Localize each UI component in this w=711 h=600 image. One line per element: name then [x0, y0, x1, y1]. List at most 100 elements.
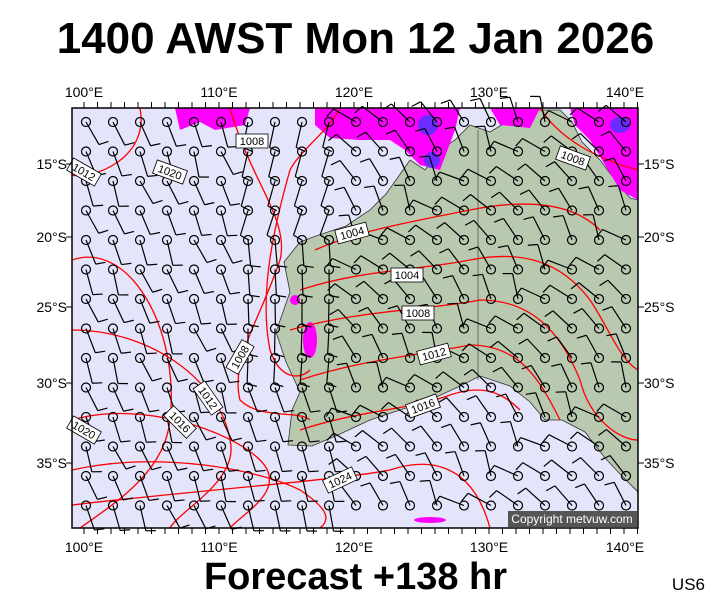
wind-barb	[134, 264, 163, 293]
wind-barb	[433, 171, 470, 187]
wind-barb	[161, 116, 187, 147]
wind-barb	[296, 264, 313, 298]
wind-barb	[323, 264, 340, 298]
latitude-label: 20°S	[36, 229, 67, 245]
wind-barb	[267, 175, 281, 212]
wind-barb	[161, 323, 183, 355]
longitude-label: 100°E	[65, 84, 103, 100]
wind-barb	[442, 275, 470, 305]
wind-barb	[329, 308, 362, 334]
wind-barb	[80, 470, 108, 500]
wind-barb	[334, 186, 362, 216]
wind-barb	[188, 234, 217, 264]
wind-barb	[107, 323, 132, 354]
wind-barb	[134, 323, 157, 355]
latitude-label: 15°S	[644, 156, 675, 172]
wind-barb	[161, 441, 188, 471]
wind-barb	[353, 255, 389, 275]
wind-barb	[107, 234, 132, 266]
wind-barb	[242, 293, 259, 328]
wind-barb	[107, 205, 135, 235]
wind-barb	[266, 205, 281, 241]
latitude-label: 30°S	[36, 375, 67, 391]
wind-barb	[595, 228, 632, 246]
wind-barb	[439, 248, 470, 275]
longitude-label: 140°E	[606, 84, 644, 100]
wind-barb	[323, 352, 337, 388]
wind-barb	[364, 185, 389, 216]
wind-barb	[569, 256, 605, 275]
wind-barb	[188, 470, 211, 502]
wind-barb	[269, 293, 286, 328]
wind-barb	[521, 364, 551, 393]
wind-barb	[470, 422, 497, 452]
wind-barb	[107, 146, 132, 177]
wind-barb	[411, 101, 443, 128]
wind-barb	[466, 395, 497, 423]
wind-barb	[602, 306, 632, 334]
wind-barb	[380, 227, 416, 246]
wind-barb	[472, 273, 497, 305]
wind-barb	[188, 352, 214, 383]
wind-barb	[107, 116, 135, 146]
wind-barb	[215, 441, 240, 472]
wind-barb	[544, 310, 578, 334]
isobar	[299, 344, 561, 421]
wind-barb	[215, 116, 238, 148]
wind-barb	[407, 373, 443, 393]
wind-barb	[107, 500, 131, 532]
longitude-label: 140°E	[606, 539, 644, 555]
wind-barb	[434, 196, 470, 216]
wind-barb	[493, 217, 524, 246]
rain-area	[414, 517, 446, 523]
wind-barb	[440, 423, 470, 452]
wind-barb	[542, 284, 578, 305]
wind-barb	[385, 129, 416, 157]
latitude-label: 25°S	[644, 299, 675, 315]
latitude-label: 35°S	[644, 455, 675, 471]
latitude-label: 15°S	[36, 156, 67, 172]
wind-barb	[571, 132, 605, 157]
wind-barb	[188, 411, 216, 441]
wind-barb	[161, 470, 185, 502]
wind-barb	[600, 454, 632, 482]
svg-text:1008: 1008	[240, 136, 264, 148]
wind-barb	[516, 312, 551, 334]
wind-barb	[569, 431, 605, 452]
wind-barb	[604, 157, 632, 187]
wind-barb	[464, 219, 497, 246]
wind-barb	[391, 332, 416, 364]
wind-barb	[492, 366, 524, 393]
wind-barb	[518, 338, 551, 364]
map-title: 1400 AWST Mon 12 Jan 2026	[56, 14, 655, 63]
wind-barb	[611, 361, 632, 393]
wind-barb	[188, 323, 217, 352]
wind-barb	[215, 146, 243, 176]
axis-ticks	[66, 102, 644, 534]
wind-barb	[460, 318, 497, 334]
wind-barb	[574, 483, 605, 511]
wind-barb	[269, 441, 293, 473]
wind-barb	[188, 441, 214, 472]
wind-barb	[161, 264, 189, 294]
wind-barb	[323, 500, 344, 533]
wind-barb	[80, 205, 109, 234]
longitude-label: 110°E	[200, 84, 237, 100]
wind-barb	[359, 158, 389, 187]
wind-barb	[358, 306, 389, 334]
wind-barb	[134, 500, 156, 532]
isobar	[71, 463, 491, 529]
wind-barb	[578, 186, 605, 216]
wind-barb	[134, 234, 158, 266]
svg-text:1008: 1008	[406, 308, 430, 320]
wind-barb	[571, 457, 605, 482]
wind-barb	[80, 264, 103, 296]
wind-barb	[188, 293, 212, 325]
wind-barb	[80, 234, 106, 265]
wind-barb	[134, 470, 159, 502]
wind-barb	[356, 455, 389, 482]
wind-barb	[415, 452, 443, 482]
wind-barb	[415, 127, 443, 157]
longitude-label: 120°E	[335, 84, 373, 100]
wind-barb	[598, 428, 632, 452]
